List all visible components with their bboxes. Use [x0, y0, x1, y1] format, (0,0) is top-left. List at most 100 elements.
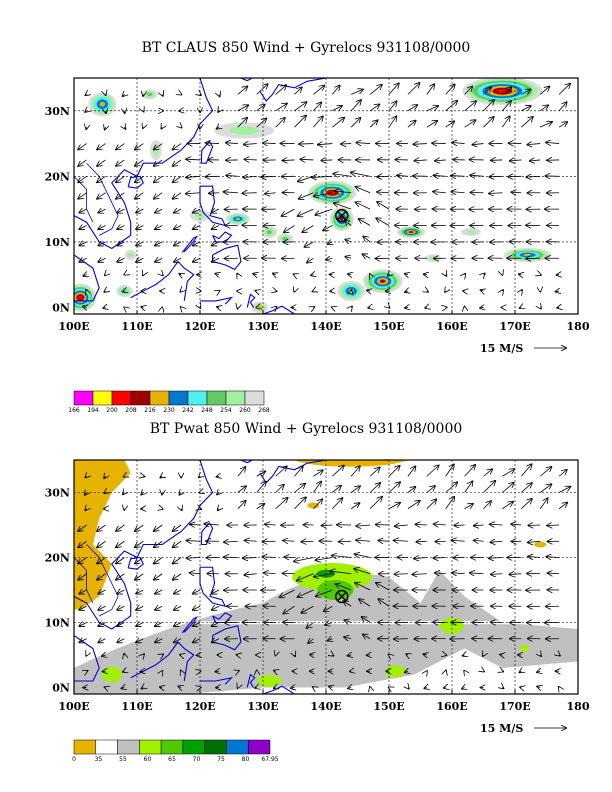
wind-vector — [155, 639, 163, 643]
contour-level — [379, 279, 386, 283]
wind-vector — [332, 498, 342, 510]
wind-vector — [463, 655, 465, 656]
wind-vector — [78, 540, 87, 547]
wind-vector — [275, 485, 284, 493]
wind-vector — [174, 209, 182, 213]
wind-vector — [445, 291, 446, 292]
wind-vector — [212, 258, 220, 262]
wind-vector — [174, 590, 182, 594]
wind-vector — [407, 105, 417, 112]
wind-vector — [332, 118, 344, 128]
wind-vector — [307, 622, 314, 628]
wind-vector — [155, 590, 163, 594]
wind-vector — [136, 242, 144, 246]
wind-vector — [350, 466, 360, 477]
wind-vector — [519, 274, 521, 275]
wind-vector — [85, 476, 86, 477]
wind-vector — [452, 540, 465, 541]
wind-vector — [388, 101, 397, 112]
wind-vector — [376, 218, 390, 226]
wind-vector — [304, 241, 314, 247]
wind-vector — [407, 501, 420, 510]
x-tick-label: 120E — [184, 320, 215, 333]
wind-vector — [484, 274, 485, 275]
wind-vector — [174, 226, 182, 230]
wind-vector — [298, 589, 314, 597]
wind-vector — [377, 202, 390, 210]
wind-vector — [537, 686, 540, 687]
wind-vector — [376, 583, 390, 591]
wind-vector — [244, 574, 257, 575]
wind-vector — [462, 688, 465, 689]
wind-vector — [212, 623, 220, 627]
wind-vector — [464, 87, 473, 95]
colorbar-label: 0 — [72, 756, 76, 763]
wind-vector — [350, 486, 360, 493]
wind-vector — [395, 574, 408, 575]
colorbar-label: 268 — [258, 407, 270, 414]
wind-vector — [98, 639, 106, 643]
wind-vector — [116, 540, 125, 547]
wind-vector — [217, 476, 219, 477]
wind-vector — [104, 291, 105, 292]
wind-vector — [173, 192, 182, 199]
wind-vector — [363, 634, 371, 638]
wind-vector — [483, 117, 494, 128]
wind-vector — [79, 226, 87, 230]
wind-vector — [237, 501, 246, 510]
wind-vector — [116, 143, 125, 150]
wind-vector — [280, 589, 295, 597]
wind-vector — [489, 193, 503, 194]
wind-vector — [491, 574, 503, 575]
wind-vector — [256, 105, 265, 112]
wind-vector — [334, 203, 352, 210]
wind-vector — [452, 142, 465, 143]
x-tick-label: 150E — [373, 700, 404, 713]
colorbar-swatch — [187, 390, 208, 406]
wind-vector — [243, 193, 257, 194]
wind-vector — [330, 571, 352, 574]
wind-vector — [424, 688, 426, 689]
convection-blob — [149, 140, 162, 161]
wind-vector — [161, 127, 162, 128]
wind-vector — [187, 541, 201, 542]
reference-vector-label: 15 M/S — [480, 342, 523, 355]
wind-vector — [332, 106, 342, 112]
wind-vector — [294, 484, 306, 493]
wind-vector — [193, 590, 201, 594]
wind-vector — [160, 476, 162, 477]
colorbar-label: 35 — [95, 756, 103, 763]
convection-blob — [462, 78, 543, 106]
wind-vector — [356, 525, 371, 526]
colorbar-label: 200 — [106, 407, 118, 414]
wind-vector — [344, 620, 352, 622]
wind-vector — [294, 102, 307, 112]
wind-vector — [155, 226, 163, 230]
wind-vector — [186, 159, 201, 160]
wind-vector — [98, 258, 106, 262]
wind-vector — [256, 471, 266, 477]
wind-vector — [465, 274, 466, 275]
x-tick-label: 130E — [247, 700, 278, 713]
wind-vector — [502, 87, 511, 95]
x-tick-label: 110E — [121, 700, 152, 713]
wind-vector — [355, 583, 371, 591]
taiwan-coast — [200, 140, 214, 164]
wind-vector — [190, 524, 201, 525]
wind-vector — [556, 291, 560, 292]
wind-vector — [540, 307, 541, 308]
wind-vector — [294, 557, 314, 562]
halmahera-coast — [246, 673, 256, 688]
wind-vector — [474, 540, 484, 541]
wind-vector — [301, 541, 314, 542]
x-tick-label: 100E — [58, 700, 89, 713]
wind-vector — [369, 483, 380, 493]
wind-vector — [405, 291, 408, 292]
wind-vector — [483, 655, 484, 656]
wind-vector — [445, 497, 454, 509]
wind-vector — [414, 558, 427, 559]
wind-vector — [445, 121, 455, 128]
wind-vector — [472, 144, 484, 145]
x-tick-label: 140E — [310, 320, 341, 333]
wind-vector — [117, 258, 125, 262]
